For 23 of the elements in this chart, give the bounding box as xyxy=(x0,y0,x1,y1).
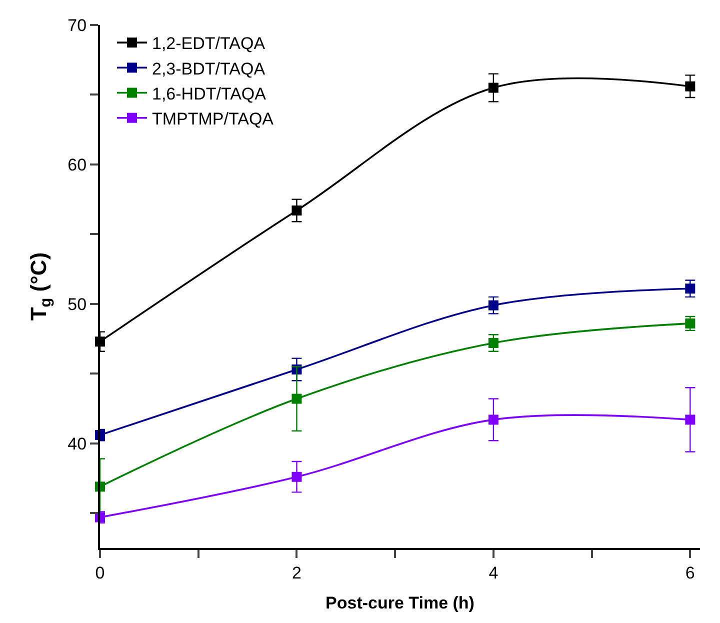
point xyxy=(292,205,302,216)
legend-label: 1,2-EDT/TAQA xyxy=(152,34,266,54)
point xyxy=(292,472,302,482)
legend-label: TMPTMP/TAQA xyxy=(152,109,274,128)
point xyxy=(685,81,696,92)
point xyxy=(488,300,498,310)
legend-label: 1,6-HDT/TAQA xyxy=(152,84,267,104)
x-axis-title: Post-cure Time (h) xyxy=(326,593,474,612)
point xyxy=(685,414,696,425)
y-tick-label: 50 xyxy=(68,294,87,314)
point xyxy=(685,284,696,294)
y-tick-label: 70 xyxy=(68,16,87,35)
y-tick-label: 40 xyxy=(68,434,87,454)
point xyxy=(488,82,498,93)
x-tick-label: 4 xyxy=(488,563,498,582)
point xyxy=(292,394,302,404)
point xyxy=(488,338,498,348)
legend-label: 2,3-BDT/TAQA xyxy=(152,59,266,78)
point xyxy=(488,414,498,425)
x-tick-label: 0 xyxy=(95,563,105,582)
y-tick-label: 60 xyxy=(68,155,87,174)
x-tick-label: 6 xyxy=(685,563,695,582)
x-tick-label: 2 xyxy=(292,563,302,582)
